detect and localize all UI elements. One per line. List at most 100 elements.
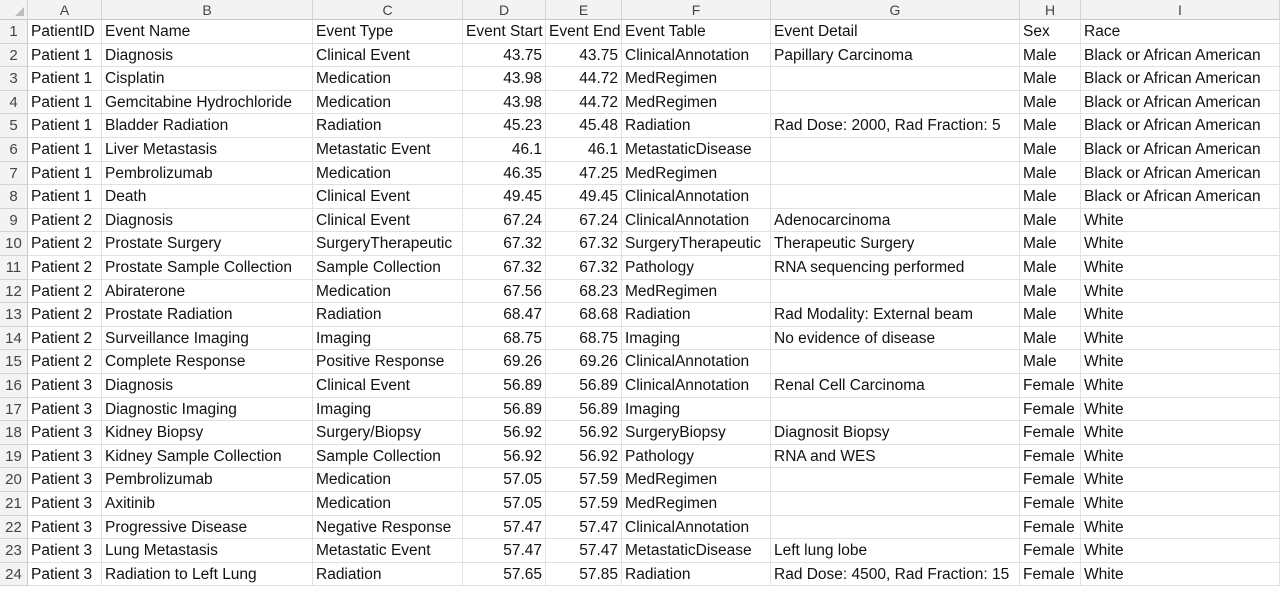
cell-c17[interactable]: Imaging (313, 397, 463, 422)
cell-c4[interactable]: Medication (313, 90, 463, 115)
column-header-i[interactable]: I (1081, 0, 1280, 20)
cell-a22[interactable]: Patient 3 (28, 515, 102, 540)
cell-c5[interactable]: Radiation (313, 114, 463, 138)
cell-e21[interactable]: 57.59 (546, 492, 622, 516)
cell-f16[interactable]: ClinicalAnnotation (622, 374, 771, 398)
column-header-f[interactable]: F (622, 0, 771, 20)
cell-c8[interactable]: Clinical Event (313, 185, 463, 209)
cell-f18[interactable]: SurgeryBiopsy (622, 421, 771, 445)
cell-i11[interactable]: White (1081, 256, 1280, 280)
cell-b2[interactable]: Diagnosis (102, 43, 313, 68)
cell-f9[interactable]: ClinicalAnnotation (622, 208, 771, 233)
cell-b20[interactable]: Pembrolizumab (102, 468, 313, 492)
cell-c18[interactable]: Surgery/Biopsy (313, 421, 463, 445)
cell-c13[interactable]: Radiation (313, 303, 463, 327)
cell-b23[interactable]: Lung Metastasis (102, 539, 313, 563)
cell-a4[interactable]: Patient 1 (28, 90, 102, 115)
cell-c12[interactable]: Medication (313, 279, 463, 304)
cell-f13[interactable]: Radiation (622, 303, 771, 327)
cell-b14[interactable]: Surveillance Imaging (102, 326, 313, 351)
cell-a14[interactable]: Patient 2 (28, 326, 102, 351)
cell-d3[interactable]: 43.98 (463, 67, 546, 91)
row-header-11[interactable]: 11 (0, 256, 28, 280)
cell-a2[interactable]: Patient 1 (28, 43, 102, 68)
cell-h8[interactable]: Male (1020, 185, 1081, 209)
cell-i12[interactable]: White (1081, 279, 1280, 304)
cell-d22[interactable]: 57.47 (463, 515, 546, 540)
cell-d16[interactable]: 56.89 (463, 374, 546, 398)
cell-g24[interactable]: Rad Dose: 4500, Rad Fraction: 15 (771, 562, 1020, 587)
cell-f6[interactable]: MetastaticDisease (622, 138, 771, 162)
cell-d21[interactable]: 57.05 (463, 492, 546, 516)
cell-d10[interactable]: 67.32 (463, 232, 546, 256)
cell-a23[interactable]: Patient 3 (28, 539, 102, 563)
cell-a11[interactable]: Patient 2 (28, 256, 102, 280)
cell-f17[interactable]: Imaging (622, 397, 771, 422)
cell-c21[interactable]: Medication (313, 492, 463, 516)
cell-c23[interactable]: Metastatic Event (313, 539, 463, 563)
cell-b22[interactable]: Progressive Disease (102, 515, 313, 540)
cell-b1[interactable]: Event Name (102, 20, 313, 44)
cell-e12[interactable]: 68.23 (546, 279, 622, 304)
cell-d13[interactable]: 68.47 (463, 303, 546, 327)
cell-b24[interactable]: Radiation to Left Lung (102, 562, 313, 587)
cell-g19[interactable]: RNA and WES (771, 444, 1020, 469)
cell-e7[interactable]: 47.25 (546, 161, 622, 186)
cell-g1[interactable]: Event Detail (771, 20, 1020, 44)
cell-c22[interactable]: Negative Response (313, 515, 463, 540)
cell-d11[interactable]: 67.32 (463, 256, 546, 280)
cell-i7[interactable]: Black or African American (1081, 161, 1280, 186)
cell-f5[interactable]: Radiation (622, 114, 771, 138)
cell-f12[interactable]: MedRegimen (622, 279, 771, 304)
cell-i1[interactable]: Race (1081, 20, 1280, 44)
column-header-c[interactable]: C (313, 0, 463, 20)
cell-c10[interactable]: SurgeryTherapeutic (313, 232, 463, 256)
cell-d23[interactable]: 57.47 (463, 539, 546, 563)
cell-i10[interactable]: White (1081, 232, 1280, 256)
cell-e19[interactable]: 56.92 (546, 444, 622, 469)
cell-i5[interactable]: Black or African American (1081, 114, 1280, 138)
cell-a5[interactable]: Patient 1 (28, 114, 102, 138)
cell-e16[interactable]: 56.89 (546, 374, 622, 398)
cell-d8[interactable]: 49.45 (463, 185, 546, 209)
cell-i20[interactable]: White (1081, 468, 1280, 492)
cell-i19[interactable]: White (1081, 444, 1280, 469)
cell-g15[interactable] (771, 350, 1020, 374)
cell-a13[interactable]: Patient 2 (28, 303, 102, 327)
cell-a15[interactable]: Patient 2 (28, 350, 102, 374)
cell-f11[interactable]: Pathology (622, 256, 771, 280)
row-header-22[interactable]: 22 (0, 515, 28, 540)
row-header-23[interactable]: 23 (0, 539, 28, 563)
cell-g20[interactable] (771, 468, 1020, 492)
row-header-19[interactable]: 19 (0, 444, 28, 469)
cell-e10[interactable]: 67.32 (546, 232, 622, 256)
cell-c6[interactable]: Metastatic Event (313, 138, 463, 162)
cell-e5[interactable]: 45.48 (546, 114, 622, 138)
row-header-13[interactable]: 13 (0, 303, 28, 327)
row-header-24[interactable]: 24 (0, 562, 28, 587)
cell-b12[interactable]: Abiraterone (102, 279, 313, 304)
cell-d14[interactable]: 68.75 (463, 326, 546, 351)
cell-f1[interactable]: Event Table (622, 20, 771, 44)
column-header-d[interactable]: D (463, 0, 546, 20)
row-header-10[interactable]: 10 (0, 232, 28, 256)
cell-i4[interactable]: Black or African American (1081, 90, 1280, 115)
cell-i24[interactable]: White (1081, 562, 1280, 587)
cell-a24[interactable]: Patient 3 (28, 562, 102, 587)
cell-g17[interactable] (771, 397, 1020, 422)
cell-h6[interactable]: Male (1020, 138, 1081, 162)
cell-b21[interactable]: Axitinib (102, 492, 313, 516)
cell-h10[interactable]: Male (1020, 232, 1081, 256)
cell-g9[interactable]: Adenocarcinoma (771, 208, 1020, 233)
cell-g12[interactable] (771, 279, 1020, 304)
cell-f23[interactable]: MetastaticDisease (622, 539, 771, 563)
cell-h5[interactable]: Male (1020, 114, 1081, 138)
row-header-9[interactable]: 9 (0, 208, 28, 233)
cell-g5[interactable]: Rad Dose: 2000, Rad Fraction: 5 (771, 114, 1020, 138)
cell-a7[interactable]: Patient 1 (28, 161, 102, 186)
row-header-4[interactable]: 4 (0, 90, 28, 115)
cell-a21[interactable]: Patient 3 (28, 492, 102, 516)
cell-g2[interactable]: Papillary Carcinoma (771, 43, 1020, 68)
cell-a10[interactable]: Patient 2 (28, 232, 102, 256)
cell-f10[interactable]: SurgeryTherapeutic (622, 232, 771, 256)
